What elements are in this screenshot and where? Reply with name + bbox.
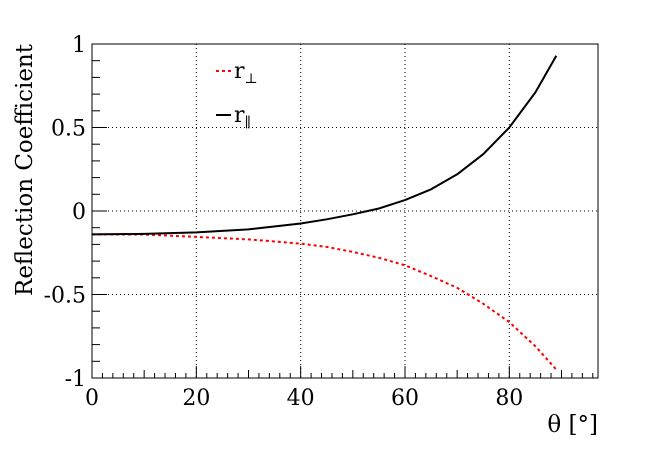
series-line-0	[91, 233, 558, 371]
x-tick-label: 60	[391, 386, 419, 411]
tick-labels: 0 20 40 60 80 -1 -0.5 0 0.5 1	[44, 33, 524, 411]
x-tick-label: 80	[495, 386, 523, 411]
y-axis-title: Reflection Coefficient	[12, 43, 38, 296]
legend-label-r-perp: r⊥	[234, 59, 258, 87]
series-line-1	[91, 55, 558, 236]
legend-label-r-parallel: r∥	[234, 103, 251, 131]
y-tick-label: 0.5	[51, 117, 86, 142]
series-lines	[91, 55, 558, 371]
y-tick-label: 0	[72, 200, 86, 225]
y-tick-label: -0.5	[44, 284, 86, 309]
grid-lines	[92, 44, 598, 378]
legend: r⊥ r∥	[216, 59, 258, 131]
y-tick-label: -1	[65, 367, 86, 392]
axis-ticks	[91, 43, 594, 379]
x-tick-label: 0	[85, 386, 99, 411]
y-tick-label: 1	[72, 33, 86, 58]
x-tick-label: 20	[182, 386, 210, 411]
x-tick-label: 40	[287, 386, 315, 411]
x-axis-title: θ [°]	[547, 412, 598, 438]
